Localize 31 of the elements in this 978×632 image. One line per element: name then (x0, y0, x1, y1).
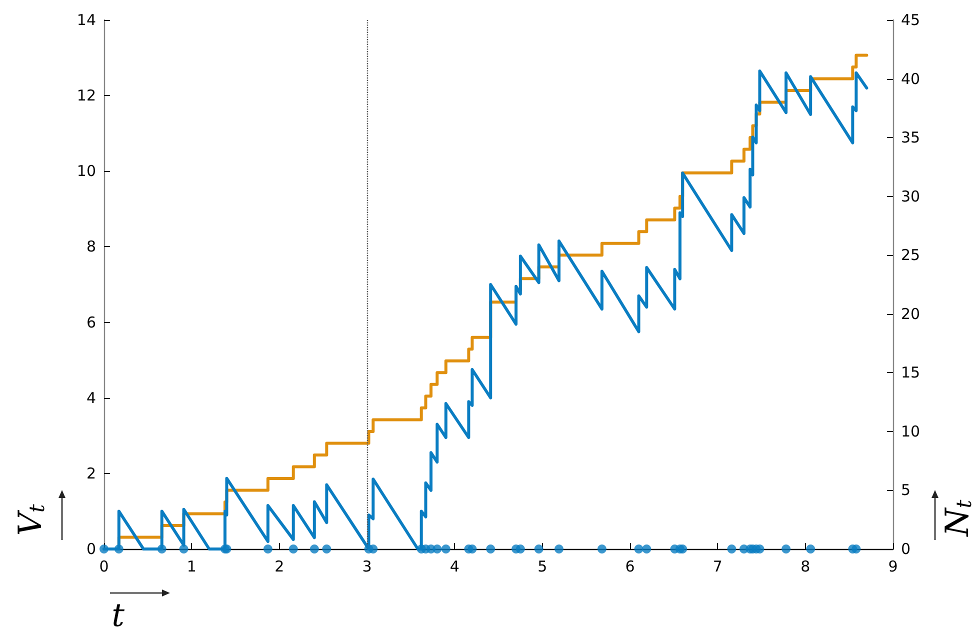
y2-axis-title: Nt (938, 499, 976, 538)
y2-tick-label: 10 (901, 422, 920, 440)
x-tick-label: 2 (274, 558, 284, 576)
y-tick-label: 8 (86, 238, 96, 256)
y2-tick-label: 15 (901, 364, 920, 382)
y-tick-label: 10 (76, 162, 96, 180)
y2-tick-label: 0 (901, 540, 911, 558)
x-tick-label: 8 (800, 558, 810, 576)
y2-tick-label: 30 (901, 187, 920, 206)
x-tick-label: 3 (362, 558, 372, 576)
x-tick-label: 0 (99, 558, 109, 576)
x-tick-label: 4 (450, 558, 460, 576)
y2-tick-label: 45 (901, 11, 920, 29)
x-tick-label: 6 (625, 558, 635, 576)
y2-tick-label: 5 (901, 481, 911, 500)
y-tick-label: 2 (86, 464, 96, 482)
y2-tick-label: 40 (901, 70, 920, 88)
x-tick-label: 5 (538, 558, 548, 576)
y2-tick-label: 25 (901, 246, 920, 264)
x-tick-label: 9 (888, 558, 898, 576)
x-tick-label: 7 (712, 558, 722, 576)
y-tick-label: 0 (86, 540, 96, 558)
x-axis-title: t (112, 596, 125, 632)
y-tick-label: 4 (86, 388, 96, 407)
y-tick-label: 6 (86, 313, 96, 332)
x-tick-label: 1 (186, 558, 196, 576)
y-axis-title: Vt (11, 504, 49, 536)
y-tick-label: 12 (76, 86, 96, 105)
y2-tick-label: 35 (901, 128, 920, 147)
y-tick-label: 14 (76, 11, 96, 29)
y2-tick-label: 20 (901, 304, 920, 323)
